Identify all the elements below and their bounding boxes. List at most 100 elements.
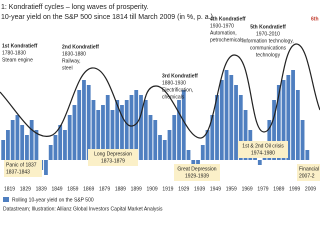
event-period: 1929-1939	[185, 173, 209, 179]
wave-theme: Steam engine	[2, 57, 33, 63]
bar	[72, 105, 77, 160]
bar	[77, 90, 82, 160]
x-tick-label: 1819	[4, 186, 15, 192]
bar	[148, 115, 153, 160]
bar	[1, 140, 6, 160]
bar	[10, 120, 15, 160]
wave-period: 1780-1830	[2, 50, 26, 56]
bar	[238, 95, 243, 160]
wave-label: 4th Kondratieff	[210, 16, 246, 22]
wave-theme: Electrification,	[162, 87, 193, 93]
event-label: Long Depression	[94, 151, 132, 157]
bar	[267, 120, 272, 160]
bar	[200, 145, 205, 160]
wave-label: 6th	[311, 16, 319, 22]
x-tick-label: 1919	[162, 186, 173, 192]
wave-period: 1830-1880	[62, 51, 86, 57]
x-tick-label: 1879	[99, 186, 110, 192]
bar	[101, 105, 105, 160]
bar	[153, 120, 158, 160]
bar	[291, 70, 295, 160]
bar	[172, 115, 177, 160]
bar	[48, 145, 53, 160]
bar	[243, 110, 248, 160]
x-tick-label: 1889	[115, 186, 126, 192]
bar	[257, 160, 262, 165]
bar	[20, 125, 25, 160]
bar	[91, 100, 96, 160]
event-label: Financial	[299, 166, 319, 172]
bar	[53, 135, 58, 160]
bar	[124, 100, 129, 160]
legend-swatch	[3, 197, 9, 202]
bar	[129, 95, 134, 160]
bar	[305, 150, 310, 160]
wave-period: 1970-2010	[256, 31, 280, 37]
bar	[219, 80, 224, 160]
wave-theme: petrochemicals	[210, 37, 244, 43]
bar	[234, 85, 238, 160]
bar	[86, 85, 91, 160]
wave-label: 5th Kondratieff	[250, 24, 286, 30]
bar	[134, 90, 139, 160]
bar	[210, 115, 215, 160]
bar	[6, 130, 10, 160]
event-box	[297, 164, 320, 181]
bar	[63, 130, 67, 160]
bar	[276, 85, 281, 160]
x-tick-label: 1939	[194, 186, 205, 192]
event-period: 1837-1843	[6, 169, 30, 175]
bar	[120, 105, 124, 160]
x-tick-label: 1959	[226, 186, 237, 192]
bar	[115, 100, 120, 160]
wave-notes: 1st Kondratieff 1780-1830 Steam engine 2…	[2, 16, 319, 100]
event-box	[238, 141, 288, 158]
wave-period: 1880-1930	[162, 80, 186, 86]
bar	[205, 130, 210, 160]
bar	[272, 100, 276, 160]
bar	[177, 100, 181, 160]
bar	[29, 120, 34, 160]
wave-label: 1st Kondratieff	[2, 43, 38, 49]
bar	[67, 115, 72, 160]
wave-period: 1930-1970	[210, 23, 234, 29]
bar	[82, 80, 86, 160]
chart-subtitle: 10-year yield on the S&P 500 since 1814 …	[1, 14, 213, 21]
wave-theme: Information technology,	[242, 38, 294, 44]
bar	[96, 110, 101, 160]
bar	[196, 160, 200, 165]
chart: 1: Kondratieff cycles – long waves of pr…	[0, 4, 320, 212]
bar	[295, 90, 300, 160]
wave-theme: communications	[250, 45, 287, 51]
x-tick-label: 1899	[131, 186, 142, 192]
x-tick-label: 1999	[289, 186, 300, 192]
wave-theme: Railway,	[62, 58, 81, 64]
x-tick-label: 1989	[273, 186, 284, 192]
wave-theme: steel	[62, 65, 73, 71]
bar	[143, 100, 148, 160]
x-tick-label: 1979	[257, 186, 268, 192]
x-tick-label: 1949	[210, 186, 221, 192]
bar	[44, 160, 48, 175]
x-tick-label: 1869	[83, 186, 94, 192]
bar	[162, 140, 167, 160]
bar	[186, 150, 191, 160]
legend-label: Rolling 10-year yield on the S&P 500	[12, 197, 94, 203]
event-box	[174, 164, 220, 181]
bar	[15, 115, 20, 160]
event-period: 1873-1879	[101, 158, 125, 164]
bar	[105, 95, 110, 160]
bar	[139, 95, 143, 160]
bar	[300, 120, 305, 160]
bar	[224, 70, 229, 160]
wave-label: 2nd Kondratieff	[62, 44, 99, 50]
bar	[110, 110, 115, 160]
wave-theme: chemicals	[162, 94, 185, 100]
bar	[167, 130, 172, 160]
x-tick-label: 1969	[242, 186, 253, 192]
source: Datastream; Illustration: Allianz Global…	[3, 206, 163, 212]
x-tick-label: 1909	[147, 186, 158, 192]
x-tick-label: 1929	[178, 186, 189, 192]
x-tick-label: 1839	[36, 186, 47, 192]
chart-title: 1: Kondratieff cycles – long waves of pr…	[1, 4, 149, 11]
